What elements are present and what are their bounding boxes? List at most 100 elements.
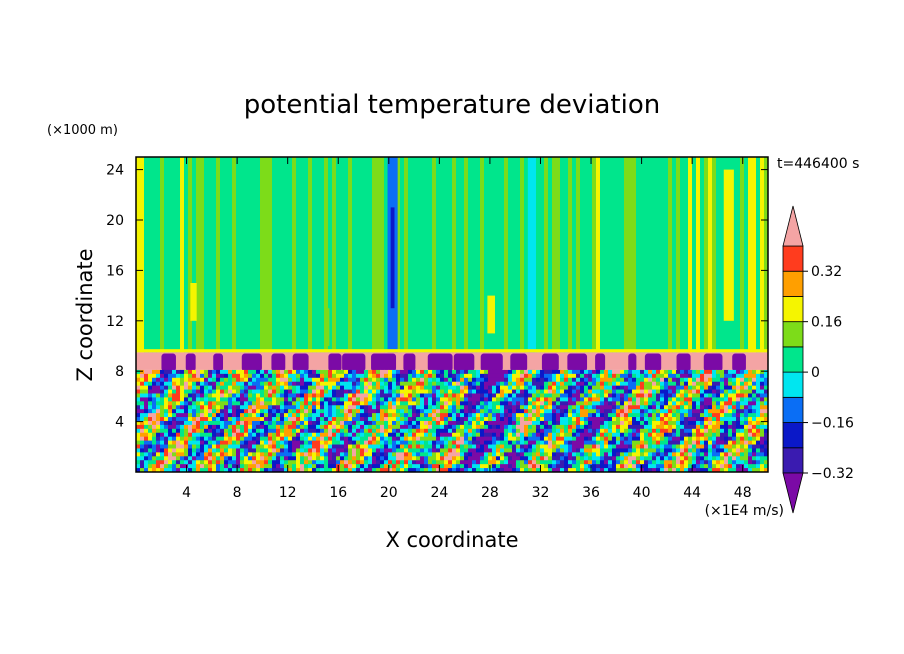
field-cell	[520, 460, 525, 465]
field-cell	[644, 417, 649, 422]
field-cell	[396, 413, 401, 418]
field-cell	[620, 385, 625, 391]
field-cell	[684, 460, 689, 465]
field-cell	[728, 417, 733, 422]
field-cell	[548, 444, 553, 450]
field-cell	[620, 393, 625, 399]
field-cell	[444, 417, 449, 422]
field-cell	[156, 456, 161, 461]
field-cell	[512, 460, 517, 465]
field-cell	[724, 405, 729, 410]
field-cell	[260, 397, 265, 402]
field-cell	[592, 389, 597, 395]
field-cell	[600, 377, 605, 383]
field-cell	[552, 424, 557, 430]
field-cell	[400, 424, 405, 430]
field-cell	[764, 405, 768, 410]
field-cell	[760, 468, 765, 472]
field-cell	[764, 369, 768, 375]
field-cell	[216, 448, 221, 453]
field-cell	[160, 389, 165, 395]
field-cell	[388, 405, 393, 410]
field-cell	[392, 369, 397, 375]
field-cell	[152, 413, 157, 418]
field-cell	[748, 424, 753, 430]
field-cell	[476, 377, 481, 383]
field-cell	[416, 460, 421, 465]
field-cell	[328, 444, 333, 450]
field-cell	[180, 393, 185, 399]
field-cell	[624, 428, 629, 434]
field-cell	[548, 385, 553, 391]
field-cell	[136, 157, 141, 353]
field-cell	[452, 381, 457, 387]
field-cell	[612, 424, 617, 430]
field-cell	[484, 456, 489, 461]
field-cell	[260, 381, 265, 387]
field-cell	[416, 397, 421, 402]
field-cell	[216, 397, 221, 402]
field-cell	[524, 460, 529, 465]
field-cell	[732, 444, 737, 450]
field-cell	[356, 424, 361, 430]
field-cell	[296, 440, 301, 446]
field-cell	[476, 373, 481, 379]
field-cell	[632, 401, 637, 406]
field-cell	[224, 389, 229, 395]
field-cell	[432, 401, 437, 406]
field-cell	[336, 440, 341, 446]
field-cell	[228, 448, 233, 453]
field-cell	[576, 397, 581, 402]
field-cell	[624, 460, 629, 465]
field-cell	[148, 420, 153, 426]
field-cell	[212, 413, 217, 418]
field-cell	[324, 456, 329, 461]
field-cell	[740, 373, 745, 379]
field-cell	[336, 409, 341, 414]
field-cell	[656, 417, 661, 422]
field-cell	[472, 432, 477, 438]
field-cell	[492, 436, 497, 442]
field-cell	[724, 373, 729, 379]
field-cell	[340, 436, 345, 442]
field-cell	[508, 393, 513, 399]
field-cell	[560, 420, 565, 426]
field-cell	[260, 428, 265, 434]
field-cell	[656, 409, 661, 414]
field-cell	[504, 377, 509, 383]
field-cell	[528, 460, 533, 465]
field-cell	[712, 409, 717, 414]
field-cell	[556, 420, 561, 426]
field-cell	[480, 369, 485, 375]
field-cell	[632, 436, 637, 442]
field-cell	[428, 440, 433, 446]
field-cell	[700, 377, 705, 383]
field-cell	[468, 385, 473, 391]
field-cell	[632, 373, 637, 379]
field-cell	[508, 157, 513, 353]
field-cell	[340, 420, 345, 426]
field-cell	[372, 377, 377, 383]
field-cell	[608, 389, 613, 395]
field-cell	[464, 468, 469, 472]
field-cell	[644, 157, 649, 353]
field-cell	[576, 385, 581, 391]
field-cell	[488, 420, 493, 426]
field-cell	[500, 385, 505, 391]
field-cell	[632, 369, 637, 375]
field-cell	[428, 468, 433, 472]
field-cell	[364, 448, 369, 453]
field-cell	[560, 157, 565, 353]
field-cell	[496, 464, 501, 469]
field-cell	[480, 436, 485, 442]
field-cell	[744, 420, 749, 426]
field-cell	[668, 464, 673, 469]
field-cell	[220, 428, 225, 434]
field-cell	[608, 432, 613, 438]
field-cell	[556, 389, 561, 395]
field-cell	[500, 420, 505, 426]
field-cell	[428, 432, 433, 438]
field-cell	[404, 409, 409, 414]
field-cell	[432, 157, 437, 353]
field-cell	[192, 420, 197, 426]
